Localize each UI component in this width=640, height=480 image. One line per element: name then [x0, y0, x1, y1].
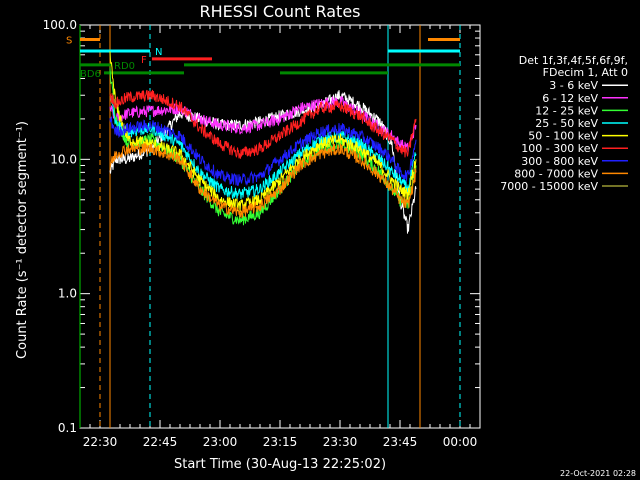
y-axis-label: Count Rate (s⁻¹ detector segment⁻¹)	[15, 121, 30, 359]
chart-title: RHESSI Count Rates	[200, 2, 361, 21]
series-line	[109, 89, 417, 159]
x-tick-label: 23:45	[383, 435, 418, 449]
x-tick-label: 00:00	[443, 435, 478, 449]
legend-entry-label: 50 - 100 keV	[528, 130, 598, 143]
state-bar-label: S	[66, 35, 72, 46]
y-tick-label: 10.0	[50, 152, 77, 166]
legend-header: FDecim 1, Att 0	[543, 66, 628, 79]
state-bar-label: F	[141, 55, 147, 66]
series-line	[109, 116, 417, 187]
legend-entry-label: 6 - 12 keV	[542, 92, 598, 105]
legend-entry-label: 100 - 300 keV	[521, 142, 598, 155]
legend-entry-label: 25 - 50 keV	[535, 117, 598, 130]
series-line	[109, 95, 417, 153]
legend-entry-label: 12 - 25 keV	[535, 104, 598, 117]
y-tick-label: 100.0	[43, 18, 77, 32]
x-tick-label: 22:45	[143, 435, 178, 449]
x-tick-label: 23:15	[263, 435, 298, 449]
series-line	[109, 51, 417, 212]
state-bar-label: RD0	[114, 61, 135, 72]
y-tick-label: 1.0	[58, 287, 77, 301]
legend-header: Det 1f,3f,4f,5f,6f,9f,	[519, 54, 628, 67]
legend-entry-label: 800 - 7000 keV	[514, 167, 598, 180]
y-tick-label: 0.1	[58, 421, 77, 435]
timestamp-footer: 22-Oct-2021 02:28	[560, 469, 636, 478]
x-axis-label: Start Time (30-Aug-13 22:25:02)	[174, 457, 386, 472]
plot-area: 22:30 22:45 23:00 23:15 23:30 23:45 00:00 0.1 1.…	[43, 18, 481, 449]
legend-entry-label: 3 - 6 keV	[549, 79, 598, 92]
x-tick-label: 23:30	[323, 435, 358, 449]
legend-entry-label: 300 - 800 keV	[521, 155, 598, 168]
legend-entry-label: 7000 - 15000 keV	[500, 180, 598, 193]
x-tick-label: 23:00	[203, 435, 238, 449]
x-tick-label: 22:30	[83, 435, 118, 449]
series-line	[109, 142, 417, 218]
state-bar-label: N	[155, 47, 162, 58]
state-bar-label: BD6	[80, 69, 101, 80]
legend: Det 1f,3f,4f,5f,6f,9f,FDecim 1, Att 03 -…	[500, 54, 628, 193]
